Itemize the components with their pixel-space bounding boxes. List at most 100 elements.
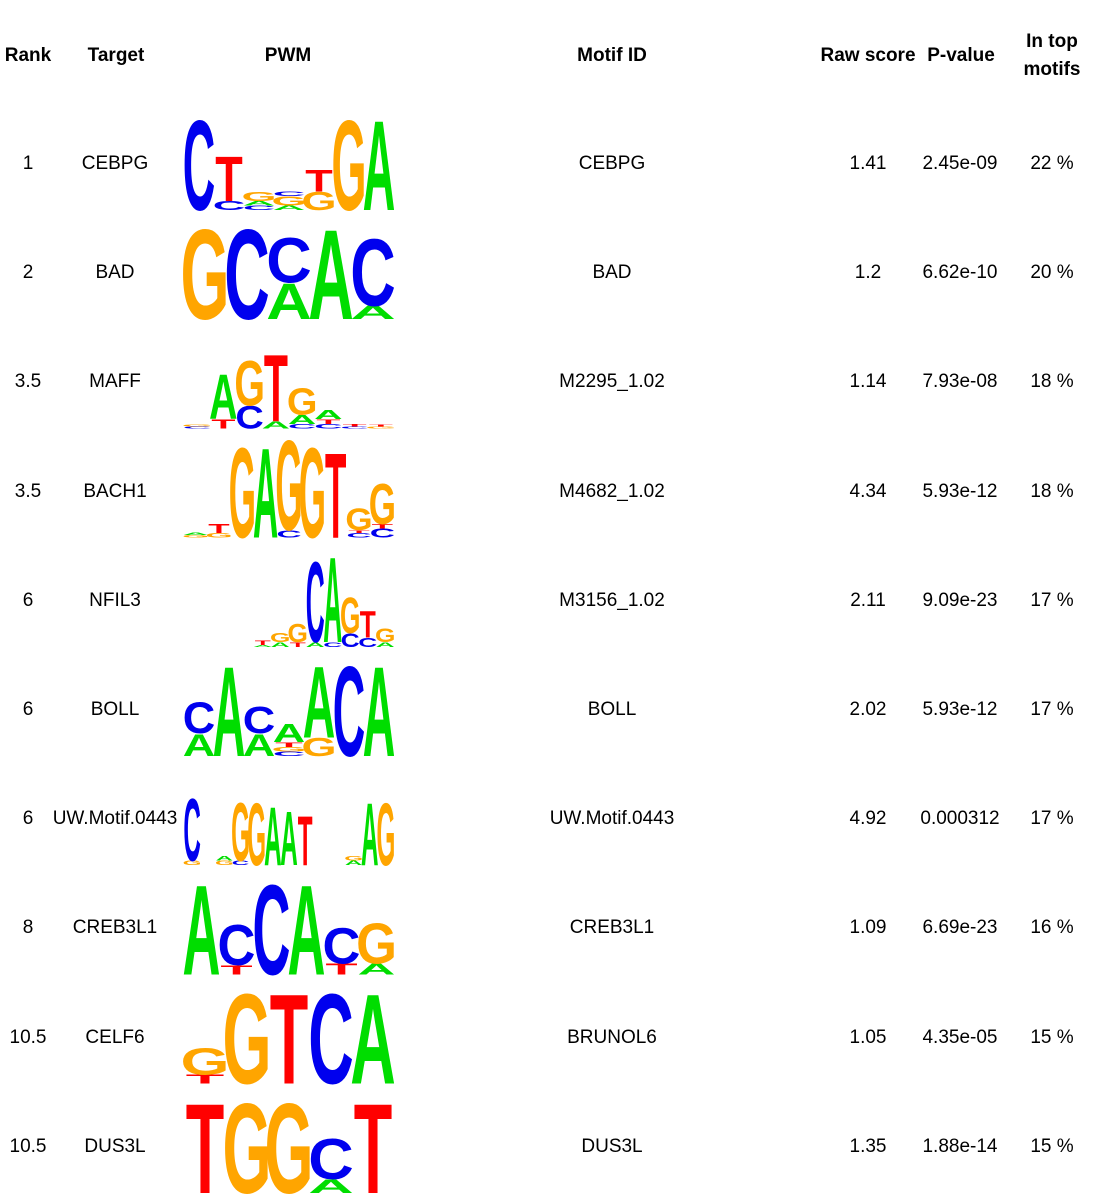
logo-letter-g: G [299,422,326,565]
logo-letter-g: G [181,205,230,347]
rank-cell: 6 [22,808,34,830]
logo-letter-t: T [298,802,313,881]
in-top-cell: 22 % [1030,153,1074,174]
logo-letter-a: A [216,855,234,862]
logo-letter-a: A [273,719,305,748]
target-cell: BOLL [90,699,140,720]
raw-score-cell: 1.35 [849,1135,887,1157]
logo-letter-a: A [345,859,363,866]
logo-letter-g: G [369,473,396,537]
logo-letter-g: G [223,969,272,1111]
logo-letter-g: G [302,733,337,762]
logo-letter-g: G [229,422,256,565]
raw-score-cell: 1.05 [849,1026,887,1048]
logo-letter-g: G [375,625,395,647]
logo-letter-t: T [360,603,376,646]
logo-letter-g: G [288,620,308,648]
p-value-cell: 5.93e-12 [922,699,998,720]
logo-letter-g: G [205,532,232,539]
p-value-cell: 7.93e-08 [922,371,998,393]
logo-letter-a: A [209,363,237,434]
logo-letter-a: A [303,646,335,760]
logo-letter-c: C [253,859,291,1002]
logo-letter-c: C [183,426,211,429]
logo-letter-c: C [350,220,395,326]
logo-letter-c: C [314,423,342,430]
logo-letter-a: A [350,302,395,323]
logo-letter-t: T [275,741,303,748]
header-rank: Rank [4,45,52,66]
logo-letter-c: C [340,426,368,429]
motif-id-cell: CREB3L1 [569,917,655,939]
header-target: Target [87,45,145,66]
p-value-cell: 1.88e-14 [922,1135,998,1157]
motif-id-cell: BRUNOL6 [567,1026,657,1048]
logo-letter-a: A [376,641,395,648]
logo-letter-c: C [308,969,353,1111]
logo-letter-c: C [358,636,377,650]
logo-letter-t: T [264,335,288,442]
logo-letter-c: C [266,226,312,296]
target-cell: CREB3L1 [72,917,158,939]
raw-score-cell: 4.92 [849,808,887,830]
logo-letter-a: A [183,859,221,1002]
logo-letter-g: G [275,414,302,557]
raw-score-cell: 1.09 [849,917,887,939]
logo-letter-a: A [308,205,353,347]
rank-cell: 10.5 [9,1135,47,1157]
header-raw-score: Raw score [820,45,916,66]
logo-letter-t: T [290,641,306,648]
logo-letter-g: G [231,786,250,878]
in-top-cell: 17 % [1030,808,1074,830]
logo-letter-a: A [273,204,305,211]
logo-letter-a: A [358,961,396,978]
logo-letter-c: C [308,1127,353,1192]
p-value-cell: 0.000312 [920,808,1000,830]
logo-letter-c: C [276,529,301,540]
in-top-cell: 17 % [1030,699,1074,720]
logo-letter-a: A [288,413,316,427]
logo-letter-c: C [333,641,365,784]
target-cell: BACH1 [83,480,147,502]
motif-id-cell: CEBPG [578,153,646,174]
logo-letter-t: T [255,640,271,647]
logo-letter-c: C [288,423,316,430]
logo-letter-a: A [363,641,395,784]
logo-letter-t: T [270,969,308,1111]
raw-score-cell: 1.14 [849,371,887,393]
raw-score-cell: 1.2 [854,262,882,284]
rank-cell: 3.5 [14,371,42,393]
logo-letter-c: C [346,532,371,539]
logo-letter-c: C [183,95,215,238]
header-p-value: P-value [927,45,995,66]
logo-letter-g: G [344,855,363,862]
logo-letter-g: G [356,911,397,976]
header-motif-id: Motif ID [577,45,647,66]
logo-letter-c: C [183,692,216,743]
in-top-cell: 18 % [1030,480,1074,502]
logo-letter-t: T [316,418,340,425]
target-cell: BAD [95,262,135,284]
logo-letter-t: T [372,523,394,530]
logo-letter-a: A [280,798,297,883]
logo-letter-c: C [243,204,275,211]
logo-letter-c: C [235,400,263,436]
target-cell: DUS3L [84,1135,146,1157]
logo-letter-t: T [186,1072,225,1086]
logo-letter-c: C [243,698,275,741]
logo-letter-c: C [218,913,256,978]
logo-letter-c: C [213,199,246,213]
logo-letter-a: A [314,408,342,422]
logo-letter-t: T [325,961,358,978]
logo-letter-c: C [323,641,342,648]
rank-cell: 8 [22,917,34,939]
logo-letter-g: G [182,424,213,427]
logo-letter-a: A [306,641,325,648]
rank-cell: 1 [22,153,34,174]
target-cell: NFIL3 [89,589,141,611]
